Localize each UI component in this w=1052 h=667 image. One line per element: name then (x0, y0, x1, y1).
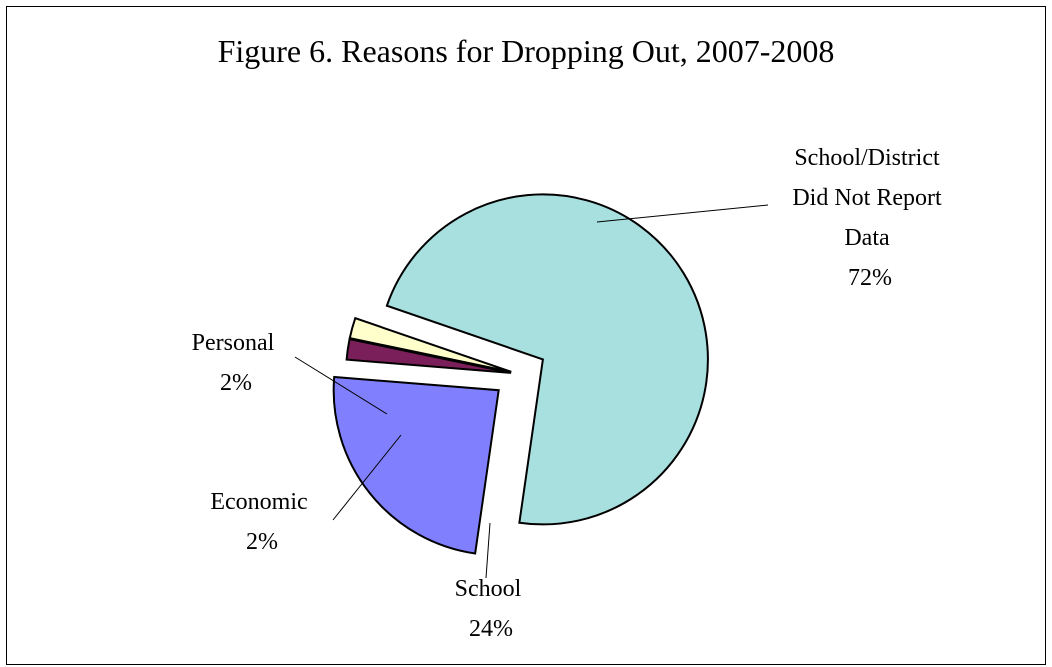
leader-line-not-reported (596, 204, 769, 223)
leader-line-economic (332, 434, 402, 521)
pie-slices (332, 193, 709, 555)
chart-title: Figure 6. Reasons for Dropping Out, 2007… (218, 33, 835, 69)
leader-line-personal (294, 356, 388, 415)
slice-label-economic: Economic 2% (210, 489, 313, 555)
slice-label-school: School 24% (455, 576, 528, 642)
slice-economic (345, 337, 512, 374)
slice-personal (348, 316, 512, 373)
slice-school (332, 375, 500, 555)
slice-not-reported (385, 193, 709, 526)
slice-label-not-reported: School/District Did Not Report Data 72% (792, 145, 947, 291)
leader-line-school (485, 522, 491, 579)
slice-label-personal: Personal 2% (192, 330, 281, 396)
